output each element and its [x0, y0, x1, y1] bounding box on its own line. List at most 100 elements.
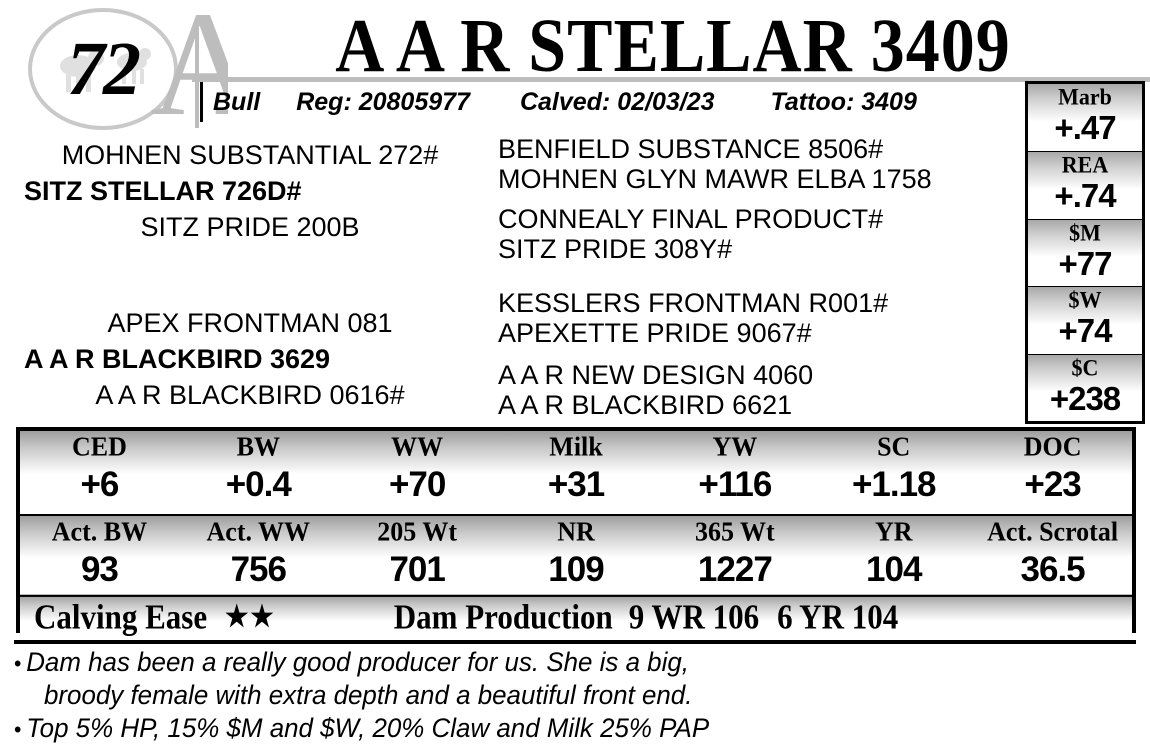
actual-cell-act-ww: Act. WW 756: [178, 516, 338, 597]
epd-label: DOC: [1023, 431, 1082, 462]
side-epd-value: +.74: [1054, 177, 1116, 215]
actual-value: 93: [80, 550, 119, 589]
footer: • Dam has been a really good producer for…: [0, 640, 1150, 749]
pedigree-dam-ggs-1: KESSLERS FRONTMAN R001#: [498, 288, 889, 318]
actual-value: 1227: [697, 550, 773, 589]
side-epd-value: +.47: [1054, 109, 1116, 146]
animal-title: A A R STELLAR 3409: [335, 2, 1011, 89]
header-vertical-rule: [195, 28, 199, 128]
epd-cell-bw: BW +0.4: [178, 431, 338, 514]
tattoo-number: Tattoo: 3409: [770, 87, 917, 116]
note-line-2: broody female with extra depth and a bea…: [44, 680, 693, 710]
epd-cell-sc: SC +1.18: [814, 431, 974, 514]
actual-value: 104: [866, 550, 922, 589]
calving-ease-stars: ★★: [225, 600, 276, 633]
pedigree-sire-grandsire: MOHNEN SUBSTANTIAL 272#: [61, 140, 439, 170]
side-epd-label: $W: [1068, 286, 1102, 313]
actual-value: 36.5: [1020, 550, 1086, 589]
pedigree-dam-granddam: A A R BLACKBIRD 0616#: [95, 380, 405, 410]
actual-label: NR: [557, 516, 595, 547]
side-epd-cell-c-index: $C +238: [1028, 353, 1142, 421]
pedigree-dam-ggd-1: APEXETTE PRIDE 9067#: [498, 318, 812, 348]
epd-table-row-epds: CED +6 BW +0.4 WW +70 Milk +31 YW +116 S…: [20, 431, 1133, 514]
epd-cell-milk: Milk +31: [496, 431, 656, 514]
epd-table: CED +6 BW +0.4 WW +70 Milk +31 YW +116 S…: [16, 427, 1136, 638]
note-text: Dam has been a really good producer for …: [26, 647, 689, 677]
animal-info-bar: Bull Reg: 20805977 Calved: 02/03/23 Tatt…: [200, 82, 1028, 122]
epd-cell-ced: CED +6: [20, 431, 179, 514]
footer-divider: [14, 640, 1136, 644]
epd-value: +23: [1024, 465, 1081, 504]
epd-value: +116: [698, 465, 772, 504]
registration-number: Reg: 20805977: [296, 87, 470, 116]
dam-production-wr: 9 WR 106: [628, 596, 760, 637]
side-epd-value: +74: [1058, 312, 1113, 350]
epd-label: SC: [877, 431, 911, 462]
calving-ease-label: Calving Ease: [34, 596, 208, 637]
cattle-watermark-icon: [60, 48, 151, 92]
epd-cell-yw: YW +116: [655, 431, 815, 514]
pedigree-sire-ggs-2: CONNEALY FINAL PRODUCT#: [498, 204, 884, 234]
side-epd-label: Marb: [1058, 84, 1112, 110]
note-line-1: • Dam has been a really good producer for…: [14, 646, 689, 680]
epd-table-row-actuals: Act. BW 93 Act. WW 756 205 Wt 701 NR 109…: [20, 514, 1133, 597]
actual-value: 756: [230, 550, 287, 589]
pedigree-dam-grandsire: APEX FRONTMAN 081: [107, 308, 393, 338]
epd-cell-ww: WW +70: [337, 431, 497, 514]
epd-label: YW: [712, 431, 758, 462]
epd-value: +1.18: [851, 465, 937, 504]
side-epd-value: +77: [1058, 244, 1113, 282]
side-epd-cell-w-index: $W +74: [1028, 286, 1142, 354]
side-epd-cell-m-index: $M +77: [1028, 218, 1142, 287]
epd-label: BW: [236, 431, 280, 462]
side-epd-label: REA: [1061, 151, 1109, 179]
actual-value: 109: [548, 550, 604, 589]
header-horizontal-rule: [192, 77, 1150, 82]
bullet-icon: •: [14, 717, 22, 742]
pedigree-sire-ggd-2: SITZ PRIDE 308Y#: [498, 234, 733, 264]
summary-row: Calving Ease ★★ Dam Production 9 WR 106 …: [20, 594, 1132, 638]
side-epd-label: $M: [1069, 219, 1101, 246]
header: 72 A A A R STELLAR 3409 Bull Reg: 208059…: [0, 0, 1150, 134]
lot-logo: 72: [28, 8, 200, 136]
actual-label: 365 Wt: [695, 516, 775, 547]
actual-cell-nr: NR 109: [496, 516, 656, 597]
pedigree-sire-granddam: SITZ PRIDE 200B: [140, 212, 360, 242]
actual-cell-act-scrotal: Act. Scrotal 36.5: [973, 516, 1133, 597]
side-epd-column: Marb +.47 REA +.74 $M +77 $W +74 $C +238: [1025, 81, 1145, 424]
pedigree-dam: A A R BLACKBIRD 3629: [24, 344, 331, 374]
epd-value: +31: [547, 465, 605, 504]
pedigree-dam-ggs-2: A A R NEW DESIGN 4060: [498, 360, 814, 390]
calved-date: Calved: 02/03/23: [519, 87, 715, 116]
dam-production-label: Dam Production: [393, 596, 613, 637]
side-epd-cell-marb: Marb +.47: [1028, 84, 1142, 152]
epd-label: WW: [391, 431, 444, 462]
epd-cell-doc: DOC +23: [973, 431, 1133, 514]
side-epd-label: $C: [1071, 353, 1099, 381]
pedigree-block: MOHNEN SUBSTANTIAL 272# SITZ STELLAR 726…: [0, 128, 1022, 424]
pedigree-sire: SITZ STELLAR 726D#: [24, 176, 302, 206]
logo-circle-icon: [28, 8, 178, 130]
lot-number: 72: [67, 26, 141, 111]
side-epd-value: +238: [1049, 379, 1121, 417]
epd-value: +6: [80, 465, 119, 504]
actual-label: Act. Scrotal: [987, 516, 1119, 547]
epd-value: +0.4: [225, 465, 292, 504]
dam-production-yr: 6 YR 104: [777, 596, 899, 637]
pedigree-sire-ggs-1: BENFIELD SUBSTANCE 8506#: [498, 134, 884, 164]
actual-cell-365-wt: 365 Wt 1227: [655, 516, 815, 597]
actual-label: 205 Wt: [377, 516, 457, 547]
animal-sex: Bull: [213, 87, 261, 116]
epd-label: Milk: [549, 431, 603, 462]
actual-cell-act-bw: Act. BW 93: [20, 516, 179, 597]
epd-label: CED: [71, 431, 127, 462]
note-text: Top 5% HP, 15% $M and $W, 20% Claw and M…: [26, 713, 710, 743]
side-epd-cell-rea: REA +.74: [1028, 151, 1142, 219]
actual-value: 701: [389, 550, 445, 589]
actual-label: Act. BW: [51, 516, 148, 547]
epd-value: +70: [388, 465, 446, 504]
note-line-3: • Top 5% HP, 15% $M and $W, 20% Claw and …: [14, 712, 709, 746]
angus-a-mark-icon: A: [150, 0, 228, 134]
actual-cell-205-wt: 205 Wt 701: [337, 516, 497, 597]
